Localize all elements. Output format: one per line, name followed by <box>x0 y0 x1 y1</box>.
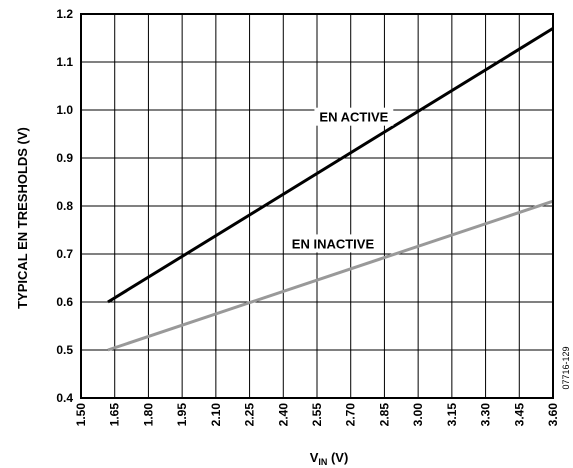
figure-id: 07716-129 <box>561 346 571 389</box>
series-label-en-inactive: EN INACTIVE <box>286 234 380 253</box>
y-tick-label: 0.5 <box>56 343 73 357</box>
x-tick-label: 2.10 <box>209 403 223 427</box>
x-tick-label: 2.85 <box>377 403 391 427</box>
x-tick-label: 1.80 <box>141 403 155 427</box>
x-tick-label: 1.95 <box>175 403 189 427</box>
x-tick-label: 3.60 <box>546 403 560 427</box>
series-label-en-active: EN ACTIVE <box>314 107 394 126</box>
x-axis-label-main: V <box>310 450 319 465</box>
x-axis-label-sub: IN <box>318 457 327 467</box>
series-line-en-inactive <box>107 199 554 352</box>
series-label-en-inactive-text: EN INACTIVE <box>292 236 375 251</box>
series-lines <box>107 27 554 352</box>
x-tick-label: 2.25 <box>243 403 257 427</box>
y-tick-label: 0.6 <box>56 295 73 309</box>
grid-lines <box>81 14 553 398</box>
x-tick-labels: 1.50 1.65 1.80 1.95 2.10 2.25 2.40 2.55 2.70 2.85… <box>74 403 560 427</box>
y-tick-label: 1.0 <box>56 103 73 117</box>
y-axis-label: TYPICAL EN TRESHOLDS (V) <box>15 127 30 309</box>
x-tick-label: 3.30 <box>479 403 493 427</box>
x-tick-label: 2.55 <box>310 403 324 427</box>
x-axis-label: VIN (V) <box>310 450 349 467</box>
x-tick-label: 1.65 <box>108 403 122 427</box>
x-tick-label: 1.50 <box>74 403 88 427</box>
x-axis-label-unit: (V) <box>327 450 348 465</box>
y-tick-label: 1.1 <box>56 55 73 69</box>
x-tick-label: 2.70 <box>344 403 358 427</box>
x-tick-label: 3.45 <box>512 403 526 427</box>
y-tick-label: 0.4 <box>56 391 73 405</box>
y-tick-label: 0.9 <box>56 151 73 165</box>
x-tick-label: 3.00 <box>411 403 425 427</box>
series-line-en-active <box>107 27 554 304</box>
y-tick-label: 0.7 <box>56 247 73 261</box>
plot-frame <box>80 13 554 399</box>
y-tick-label: 1.2 <box>56 7 73 21</box>
series-label-en-active-text: EN ACTIVE <box>319 110 388 125</box>
x-tick-label: 2.40 <box>276 403 290 427</box>
x-tick-label: 3.15 <box>445 403 459 427</box>
y-tick-labels: 0.4 0.5 0.6 0.7 0.8 0.9 1.0 1.1 1.2 <box>56 7 73 405</box>
y-tick-label: 0.8 <box>56 199 73 213</box>
